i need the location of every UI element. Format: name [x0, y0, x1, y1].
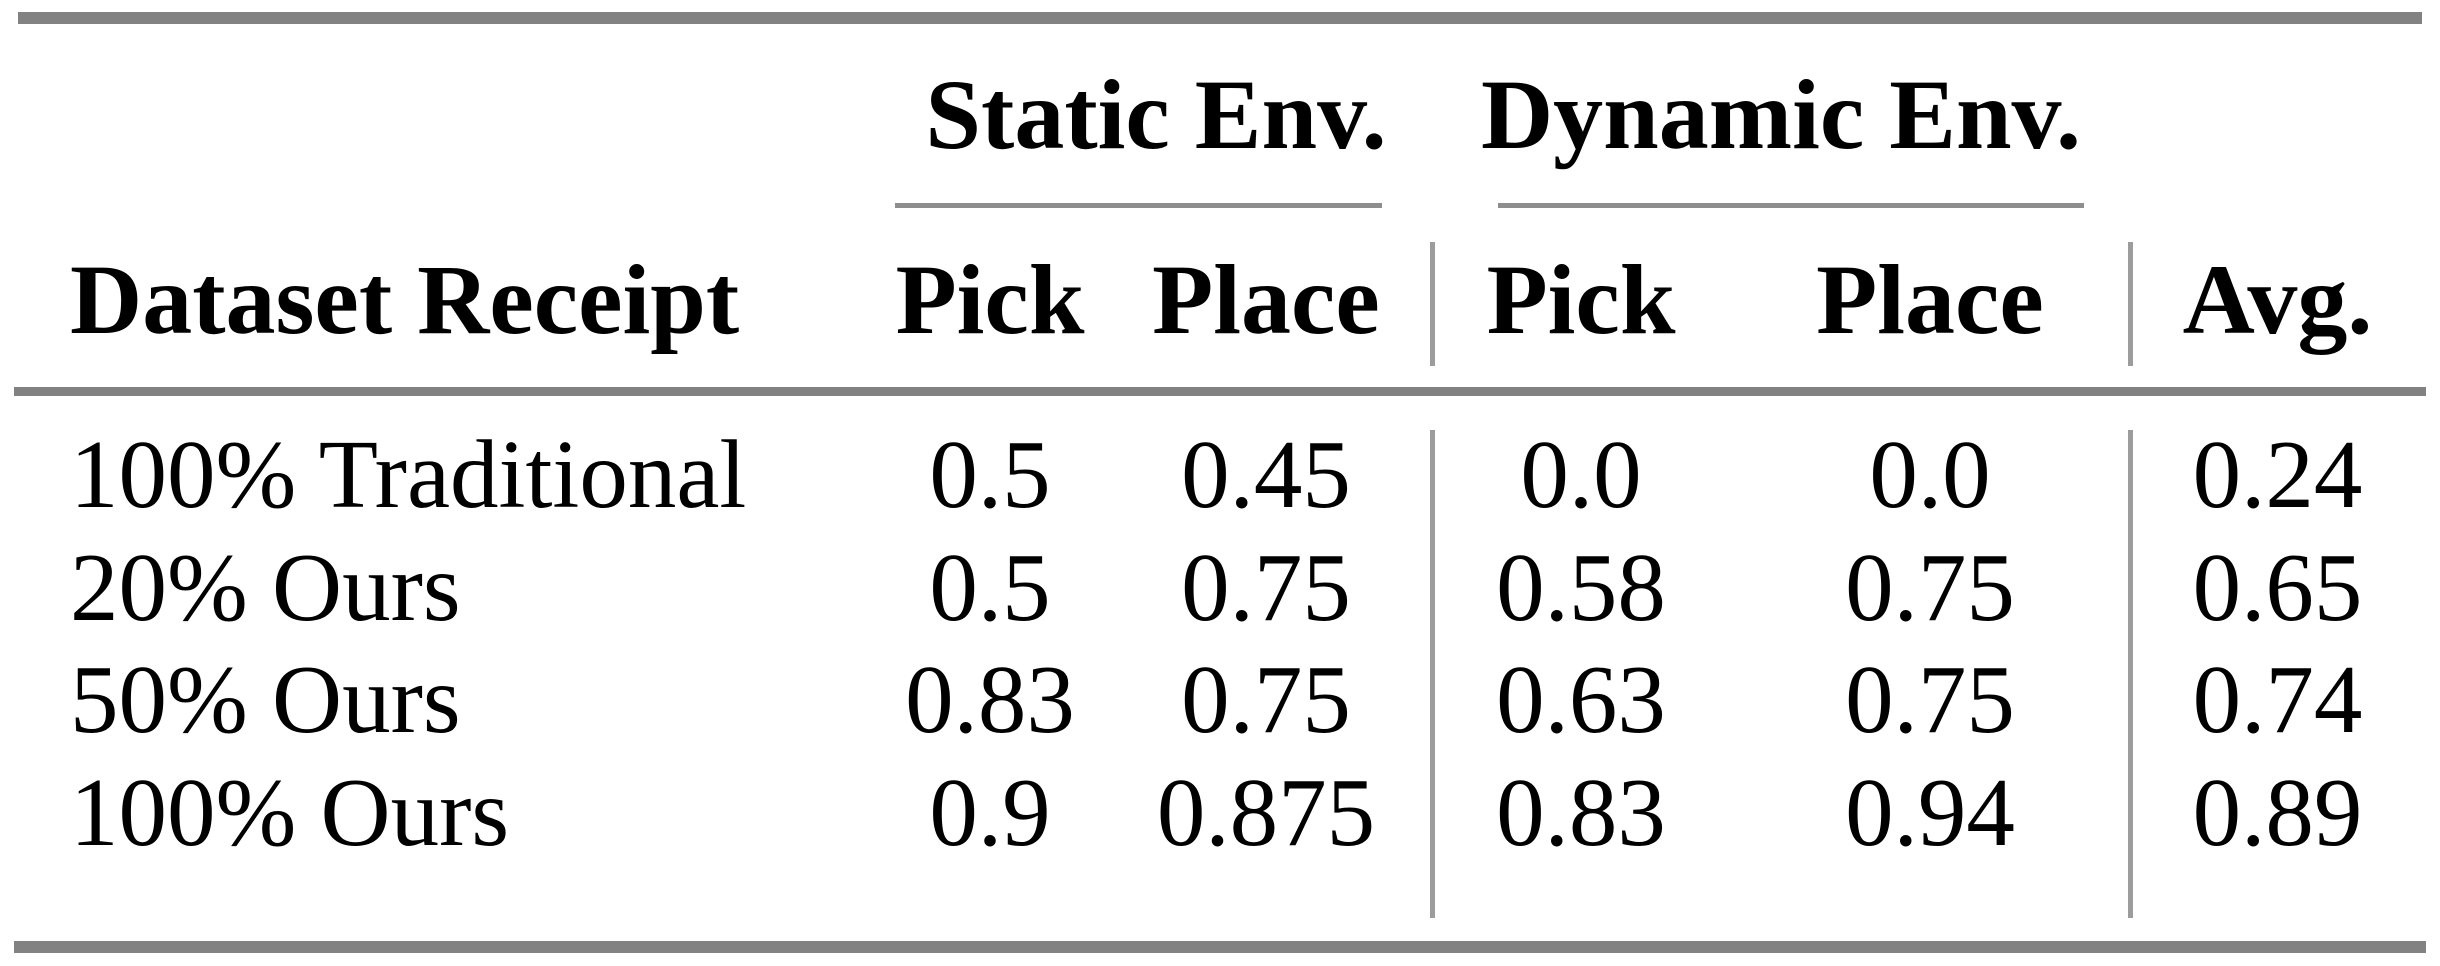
cell-static-pick: 0.9	[929, 759, 1051, 866]
cell-dynamic-place: 0.0	[1869, 421, 1991, 528]
column-header-avg: Avg.	[2182, 244, 2373, 355]
cell-dynamic-pick: 0.83	[1496, 759, 1666, 866]
cell-static-pick: 0.5	[929, 421, 1051, 528]
row-label: 20% Ours	[70, 534, 461, 641]
column-header-dynamic-pick: Pick	[1486, 244, 1676, 355]
cell-dynamic-place: 0.94	[1845, 759, 2015, 866]
cell-avg: 0.89	[2192, 759, 2363, 866]
row-label: 100% Ours	[70, 759, 510, 866]
row-label: 100% Traditional	[70, 421, 747, 528]
cell-static-place: 0.875	[1156, 759, 1376, 866]
row-label: 50% Ours	[70, 646, 461, 753]
vertical-divider-static-dynamic-header	[1430, 242, 1435, 366]
cell-avg: 0.74	[2192, 646, 2363, 753]
vertical-divider-avg-header	[2128, 242, 2133, 366]
vertical-divider-avg-body	[2128, 430, 2133, 918]
cell-avg: 0.24	[2192, 421, 2363, 528]
column-header-dataset-receipt: Dataset Receipt	[70, 244, 740, 355]
column-header-static-place: Place	[1152, 244, 1380, 355]
cell-static-pick: 0.5	[929, 534, 1051, 641]
cell-static-place: 0.75	[1181, 646, 1351, 753]
dynamic-env-cmidrule	[1498, 203, 2084, 208]
top-rule	[18, 12, 2422, 24]
vertical-divider-static-dynamic-body	[1430, 430, 1435, 918]
cell-dynamic-place: 0.75	[1845, 534, 2015, 641]
cell-static-place: 0.45	[1181, 421, 1351, 528]
cell-static-pick: 0.83	[905, 646, 1075, 753]
column-header-static-pick: Pick	[895, 244, 1085, 355]
cell-dynamic-pick: 0.63	[1496, 646, 1666, 753]
cell-dynamic-place: 0.75	[1845, 646, 2015, 753]
group-header-static-env: Static Env.	[925, 59, 1387, 170]
static-env-cmidrule	[895, 203, 1382, 208]
bottom-rule	[14, 941, 2426, 953]
cell-dynamic-pick: 0.58	[1496, 534, 1666, 641]
header-separator-rule	[14, 387, 2426, 396]
cell-avg: 0.65	[2192, 534, 2363, 641]
column-header-dynamic-place: Place	[1816, 244, 2044, 355]
group-header-dynamic-env: Dynamic Env.	[1480, 59, 2082, 170]
cell-dynamic-pick: 0.0	[1520, 421, 1642, 528]
cell-static-place: 0.75	[1181, 534, 1351, 641]
